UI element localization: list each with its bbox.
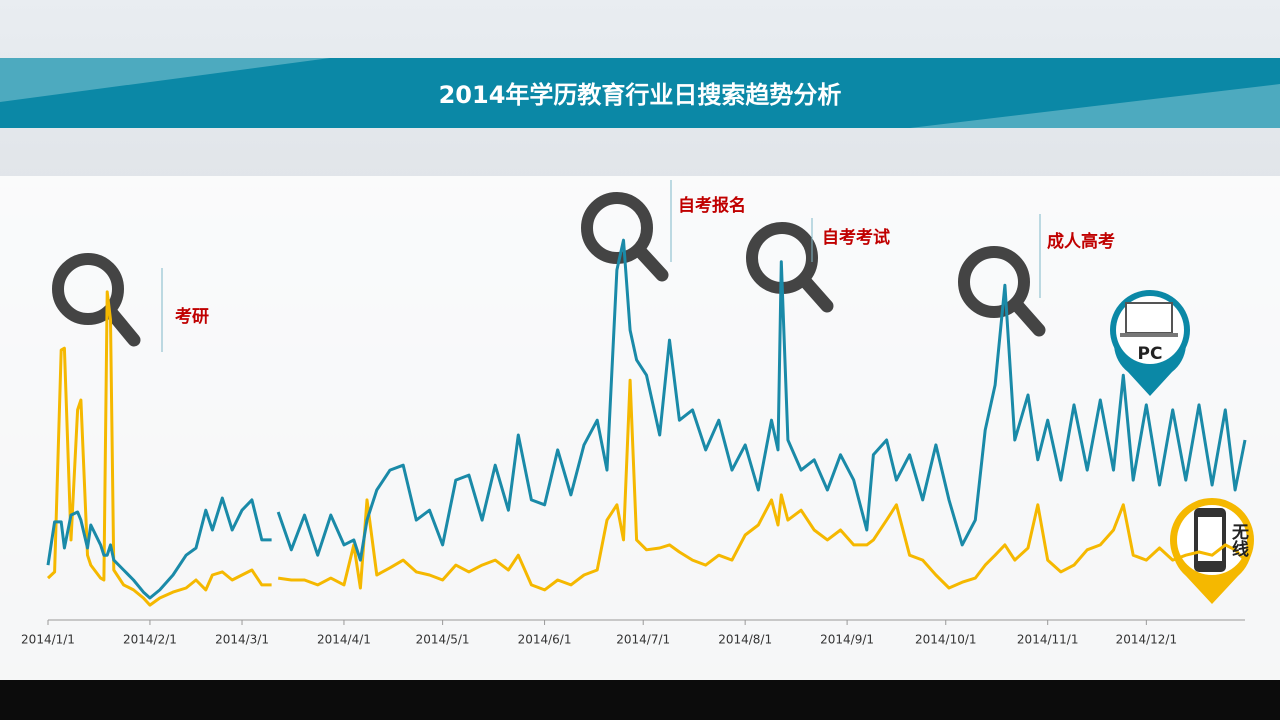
x-tick-label: 2014/11/1 [1017, 633, 1079, 647]
annotation: 成人高考 [1047, 231, 1115, 252]
x-tick-label: 2014/2/1 [123, 633, 177, 647]
banner-stripe [0, 58, 330, 102]
x-tick-label: 2014/6/1 [518, 633, 572, 647]
x-tick-label: 2014/5/1 [416, 633, 470, 647]
legend-label: PC [1138, 344, 1163, 364]
annotation: 考研 [174, 306, 209, 327]
x-tick-label: 2014/9/1 [820, 633, 874, 647]
x-tick-label: 2014/3/1 [215, 633, 269, 647]
annotation-rules [161, 180, 1041, 352]
annotation: 自考报名 [678, 195, 746, 216]
x-tick-label: 2014/8/1 [718, 633, 772, 647]
bottom-band [0, 680, 1280, 720]
legend-label: 无线 [1228, 523, 1250, 558]
series-line [46, 238, 1247, 600]
chart-title: 2014年学历教育行业日搜索趋势分析 [439, 81, 842, 109]
annotation: 自考考试 [822, 227, 890, 248]
x-tick-label: 2014/12/1 [1116, 633, 1178, 647]
pc-legend-icon [1110, 290, 1190, 396]
x-tick-label: 2014/10/1 [915, 633, 977, 647]
x-tick-label: 2014/4/1 [317, 633, 371, 647]
x-tick-label: 2014/7/1 [616, 633, 670, 647]
banner-stripe [910, 84, 1280, 128]
x-tick-label: 2014/1/1 [21, 633, 75, 647]
series-line [46, 290, 1247, 607]
